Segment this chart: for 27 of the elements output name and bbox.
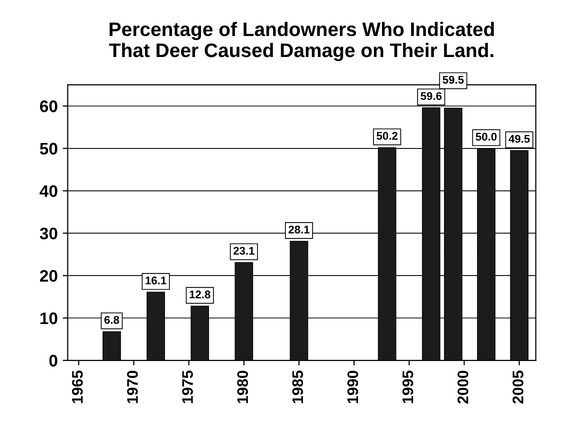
data-label: 49.5 (508, 134, 530, 143)
y-tick-label: 60 (40, 100, 58, 112)
x-tick-label: 1965 (72, 370, 83, 404)
chart-title: Percentage of Landowners Who Indicated That Deer Caused Damage on Their Land. (109, 22, 494, 62)
x-tick-label: 2005 (512, 370, 524, 404)
data-label: 23.1 (233, 246, 254, 255)
data-label: 6.8 (104, 316, 120, 324)
data-label: 12.8 (190, 290, 210, 298)
x-tick-label: 1975 (182, 370, 193, 404)
x-tick-label: 1970 (127, 370, 138, 404)
x-tick-label: 1985 (292, 370, 304, 404)
y-tick-label: 0 (49, 354, 58, 367)
data-label: 50.2 (376, 132, 398, 140)
y-tick-label: 30 (40, 228, 58, 240)
data-label: 16.1 (146, 276, 166, 284)
data-label: 50.0 (476, 132, 497, 141)
y-tick-label: 50 (40, 142, 58, 155)
x-tick-label: 1995 (402, 370, 414, 404)
x-tick-label: 2000 (457, 370, 468, 404)
data-label: 59.5 (442, 76, 464, 84)
y-tick-label: 40 (40, 185, 58, 198)
x-tick-label: 1990 (347, 370, 358, 404)
y-tick-label: 20 (40, 270, 58, 282)
data-label: 28.1 (288, 226, 310, 234)
data-label: 59.6 (420, 92, 442, 100)
y-tick-label: 10 (40, 312, 58, 324)
x-tick-label: 1980 (237, 370, 248, 404)
